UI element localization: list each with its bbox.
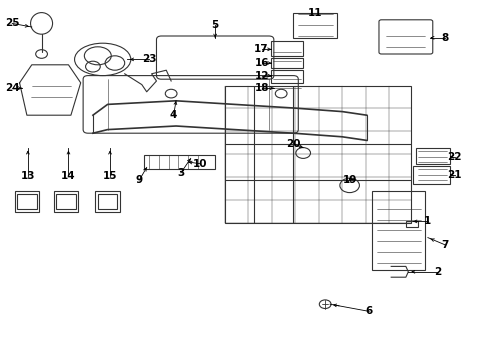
Bar [98, 194, 117, 209]
Text: 21: 21 [447, 170, 461, 180]
Bar [412, 166, 449, 184]
Text: 9: 9 [136, 175, 142, 185]
Text: 18: 18 [254, 83, 268, 93]
Text: 14: 14 [61, 171, 76, 181]
Text: 4: 4 [169, 110, 177, 120]
Bar [95, 191, 120, 212]
Text: 8: 8 [441, 33, 447, 43]
Text: 13: 13 [20, 171, 35, 181]
Text: 20: 20 [285, 139, 300, 149]
Text: 3: 3 [177, 168, 184, 178]
Bar [56, 194, 76, 209]
Text: 12: 12 [254, 71, 268, 81]
Bar [405, 221, 417, 227]
Bar [144, 155, 215, 169]
Bar [271, 41, 303, 56]
Bar [371, 191, 425, 270]
Text: 15: 15 [102, 171, 117, 181]
Text: 19: 19 [342, 175, 356, 185]
Text: 22: 22 [447, 152, 461, 162]
Text: 25: 25 [5, 18, 20, 28]
Bar [293, 13, 337, 38]
Text: 10: 10 [193, 159, 207, 169]
Text: 5: 5 [211, 20, 218, 30]
Text: 17: 17 [254, 44, 268, 54]
Bar [271, 58, 303, 68]
Bar [415, 148, 449, 164]
Text: 7: 7 [440, 240, 448, 250]
Text: 6: 6 [365, 306, 372, 316]
Bar [271, 70, 303, 83]
Text: 24: 24 [5, 83, 20, 93]
Bar [17, 194, 37, 209]
Bar [224, 86, 410, 223]
Text: 1: 1 [424, 216, 430, 226]
Bar [54, 191, 78, 212]
Text: 16: 16 [254, 58, 268, 68]
Text: 2: 2 [433, 267, 440, 277]
Text: 23: 23 [142, 54, 156, 64]
Bar [15, 191, 39, 212]
Text: 11: 11 [307, 8, 322, 18]
